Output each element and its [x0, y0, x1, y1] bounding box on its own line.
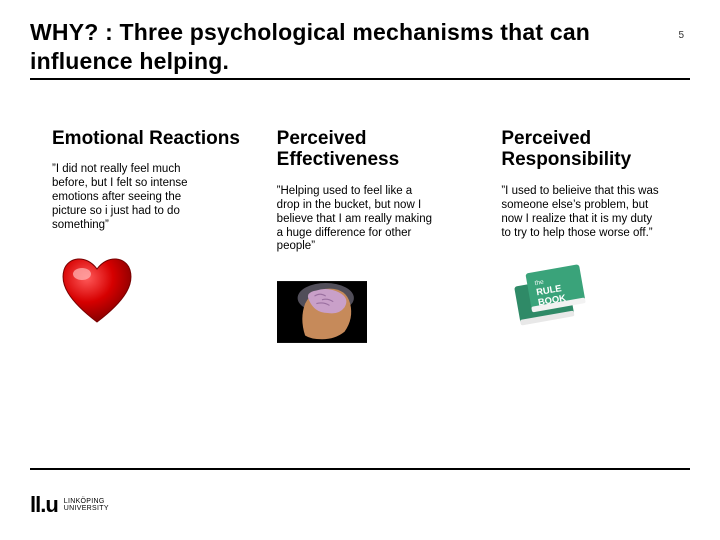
column-quote: ”I used to belieive that this was someon… — [501, 185, 661, 240]
column-quote: ”I did not really feel much before, but … — [52, 163, 212, 232]
columns: Emotional Reactions ”I did not really fe… — [30, 128, 690, 353]
logo-line2: UNIVERSITY — [64, 505, 109, 512]
logo-line1: LINKÖPING — [64, 498, 105, 505]
footer-divider — [30, 468, 690, 470]
column-responsibility: Perceived Responsibility ”I used to beli… — [501, 128, 690, 353]
brain-icon — [277, 272, 367, 352]
slide-title: WHY? : Three psychological mechanisms th… — [30, 18, 690, 76]
column-effectiveness: Perceived Effectiveness ”Helping used to… — [277, 128, 466, 353]
column-emotional: Emotional Reactions ”I did not really fe… — [52, 128, 241, 353]
column-heading: Emotional Reactions — [52, 128, 241, 150]
column-heading: Perceived Responsibility — [501, 128, 690, 172]
title-underline — [30, 78, 690, 80]
page-number: 5 — [678, 30, 684, 41]
logo-mark: ll.u — [30, 492, 58, 518]
logo-text: LINKÖPING UNIVERSITY — [64, 498, 109, 512]
column-quote: ”Helping used to feel like a drop in the… — [277, 185, 437, 254]
logo: ll.u LINKÖPING UNIVERSITY — [30, 492, 109, 518]
rulebook-icon: the RULE BOOK — [501, 258, 591, 338]
heart-icon — [52, 250, 142, 330]
column-heading: Perceived Effectiveness — [277, 128, 466, 172]
